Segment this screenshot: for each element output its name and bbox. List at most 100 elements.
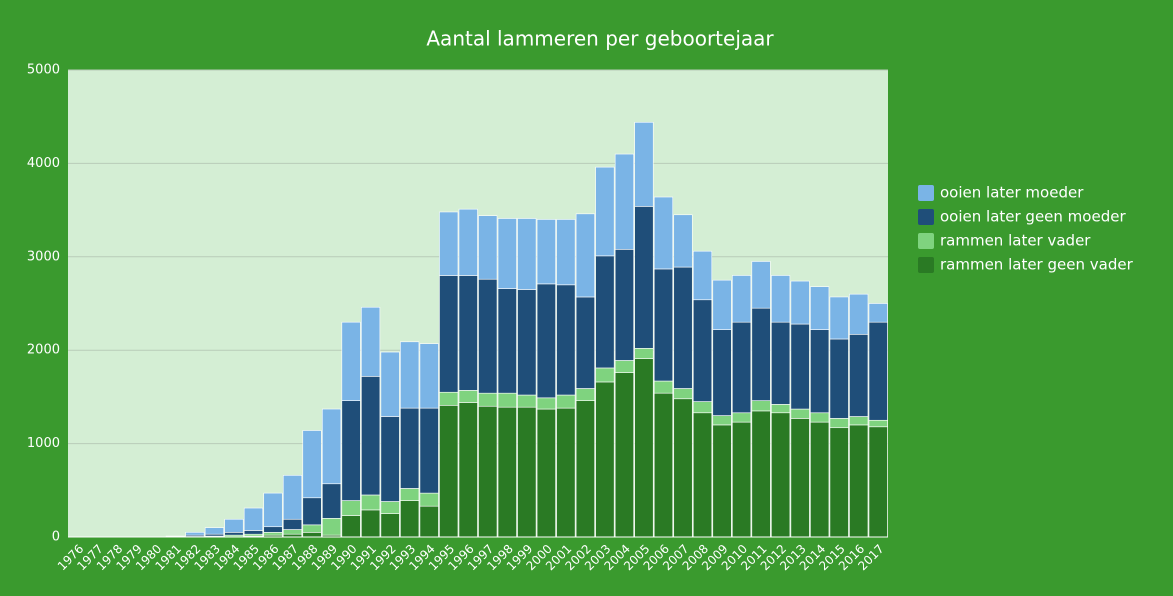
bar-segment	[673, 266, 693, 389]
bar-segment	[829, 338, 849, 419]
bar-segment	[400, 488, 420, 501]
bar-segment	[458, 208, 478, 276]
legend-label: ooien later geen moeder	[940, 208, 1126, 226]
bar-segment	[575, 296, 595, 389]
bar-segment	[614, 372, 634, 538]
bar-segment	[712, 415, 732, 426]
bar-segment	[614, 360, 634, 373]
bar-segment	[478, 405, 498, 538]
bar-segment	[322, 408, 342, 485]
bar-segment	[732, 275, 752, 323]
y-tick-label: 5000	[27, 63, 60, 78]
bar-segment	[595, 367, 615, 383]
bar-segment	[614, 249, 634, 361]
bar-segment	[361, 376, 381, 496]
bar-segment	[380, 513, 400, 538]
bar-segment	[712, 424, 732, 538]
bar-segment	[614, 153, 634, 250]
bar-segment	[322, 483, 342, 519]
bar-segment	[810, 421, 830, 538]
legend-swatch	[918, 257, 934, 273]
legend-label: rammen later geen vader	[940, 256, 1134, 274]
bar-segment	[712, 329, 732, 416]
bar-segment	[673, 388, 693, 400]
bar-segment	[263, 526, 283, 533]
bar-segment	[771, 321, 791, 405]
bar-segment	[536, 283, 556, 399]
bar-segment	[458, 275, 478, 391]
bar-segment	[419, 492, 439, 507]
bar-segment	[595, 166, 615, 257]
bar-segment	[692, 250, 713, 301]
bar-segment	[497, 288, 517, 394]
bar-segment	[243, 530, 264, 535]
bar-segment	[829, 427, 849, 538]
bar-segment	[380, 501, 400, 514]
bar-segment	[673, 214, 693, 268]
bar-segment	[634, 206, 654, 349]
bar-segment	[478, 215, 498, 280]
bar-segment	[751, 261, 771, 309]
legend-label: ooien later moeder	[940, 184, 1084, 202]
bar-segment	[517, 289, 537, 396]
bar-segment	[771, 412, 791, 538]
bar-segment	[849, 293, 869, 335]
bar-segment	[653, 380, 674, 394]
bar-segment	[868, 303, 888, 323]
bar-segment	[282, 518, 303, 530]
bar-segment	[263, 532, 283, 536]
bar-segment	[302, 532, 322, 538]
bar-segment	[556, 407, 576, 538]
bar-segment	[439, 211, 459, 276]
bar-segment	[732, 321, 752, 414]
bar-segment	[419, 343, 439, 409]
bar-segment	[224, 532, 244, 536]
bar-segment	[361, 306, 381, 377]
bar-segment	[243, 507, 264, 531]
bar-segment	[771, 275, 791, 323]
bar-segment	[810, 412, 830, 423]
bar-segment	[380, 351, 400, 417]
chart-title: Aantal lammeren per geboortejaar	[426, 27, 774, 51]
bar-segment	[829, 418, 849, 429]
bar-segment	[419, 505, 439, 538]
bar-segment	[556, 219, 576, 286]
bar-segment	[771, 404, 791, 414]
y-tick-label: 2000	[27, 343, 60, 358]
bar-segment	[302, 524, 322, 533]
bar-segment	[341, 321, 361, 401]
bar-segment	[341, 515, 361, 538]
legend-swatch	[918, 185, 934, 201]
bar-segment	[497, 392, 517, 408]
plot-area	[68, 70, 888, 537]
bar-segment	[790, 323, 810, 410]
bar-segment	[751, 400, 771, 412]
bar-segment	[653, 268, 674, 382]
bar-segment	[263, 492, 283, 528]
y-tick-label: 0	[52, 530, 60, 545]
bar-segment	[497, 406, 517, 538]
bar-segment	[849, 424, 869, 538]
legend-swatch	[918, 209, 934, 225]
bar-segment	[595, 381, 615, 538]
bar-segment	[575, 400, 595, 538]
bar-segment	[810, 329, 830, 414]
bar-segment	[634, 358, 654, 538]
bar-segment	[732, 421, 752, 538]
bar-segment	[361, 509, 381, 538]
bar-segment	[400, 341, 420, 409]
bar-segment	[751, 307, 771, 401]
bar-segment	[517, 218, 537, 290]
bar-segment	[790, 408, 810, 419]
bar-segment	[536, 397, 556, 410]
bar-segment	[282, 475, 303, 520]
bar-segment	[478, 392, 498, 407]
bar-segment	[868, 419, 888, 428]
legend-label: rammen later vader	[940, 232, 1091, 250]
bar-segment	[302, 497, 322, 526]
bar-segment	[458, 390, 478, 403]
bar-segment	[439, 275, 459, 393]
bar-segment	[692, 401, 713, 414]
bar-segment	[536, 408, 556, 538]
y-tick-label: 1000	[27, 436, 60, 451]
